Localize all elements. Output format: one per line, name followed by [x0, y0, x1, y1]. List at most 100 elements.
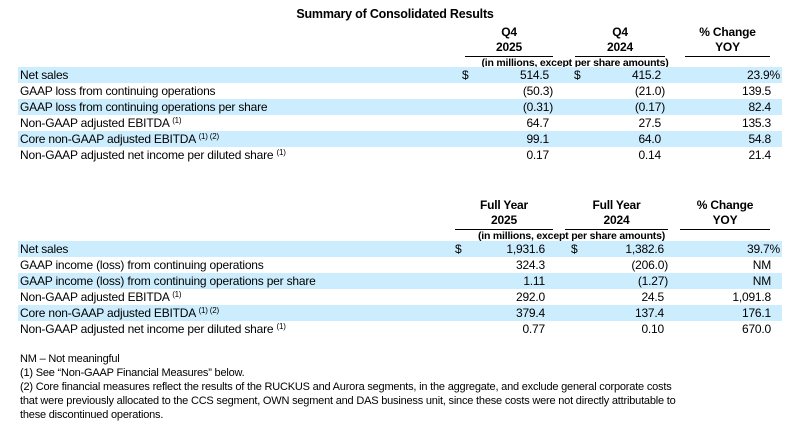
- value-c1: 514.5: [519, 68, 549, 82]
- value-c1: 292.0: [515, 290, 545, 304]
- value-c1: 64.7: [526, 116, 549, 130]
- column-header: Full Year 2024: [565, 198, 668, 228]
- table-row: Non-GAAP adjusted net income per diluted…: [18, 321, 782, 337]
- row-label-group: Core non-GAAP adjusted EBITDA (1) (2): [20, 131, 219, 147]
- row-label: Non-GAAP adjusted EBITDA: [20, 290, 170, 304]
- column-header: % Change YOY: [680, 198, 770, 228]
- value-c2: 415.2: [631, 68, 661, 82]
- row-label: Core non-GAAP adjusted EBITDA: [20, 306, 196, 320]
- value-c1: (50.3): [522, 84, 553, 98]
- row-label-group: Non-GAAP adjusted net income per diluted…: [20, 147, 286, 163]
- header-underline: [685, 56, 770, 57]
- value-c1: 99.1: [526, 132, 549, 146]
- footnote-ref: (1): [172, 116, 182, 125]
- table-row: GAAP income (loss) from continuing opera…: [18, 273, 782, 289]
- units-note: (in millions, except per share amounts): [477, 230, 666, 242]
- table-row: Core non-GAAP adjusted EBITDA (1) (2) 99.…: [18, 131, 782, 147]
- header-line-1: Full Year: [479, 198, 528, 212]
- value-c3: 23.9%: [746, 68, 780, 82]
- value-c1: 0.77: [522, 322, 545, 336]
- header-line-1: % Change: [696, 198, 754, 212]
- footnote-line: (1) See “Non-GAAP Financial Measures” be…: [20, 367, 245, 379]
- header-line-2: YOY: [715, 40, 740, 54]
- value-c2: (1.27): [637, 274, 668, 288]
- units-note: (in millions, except per share amounts): [481, 57, 669, 69]
- value-c3: 139.5: [741, 84, 771, 98]
- value-c3: 176.1: [741, 306, 771, 320]
- table-row: Net sales $ $514.5 415.2 23.9%: [18, 67, 782, 83]
- value-c2: (0.17): [634, 100, 665, 114]
- value-c1: 1,931.6: [506, 242, 545, 256]
- value-c1: 379.4: [515, 306, 545, 320]
- row-label: GAAP income (loss) from continuing opera…: [20, 274, 316, 288]
- value-c3: 82.4: [748, 100, 771, 114]
- value-c3: 39.7%: [746, 242, 780, 256]
- value-c1: 0.17: [526, 148, 549, 162]
- value-c2: (21.0): [634, 84, 665, 98]
- footnote-line: these discontinued operations.: [20, 409, 164, 421]
- table-row: GAAP loss from continuing operations per…: [18, 99, 782, 115]
- row-label: Net sales: [20, 68, 69, 82]
- footnote-ref: (1): [276, 322, 286, 331]
- row-label: GAAP loss from continuing operations per…: [20, 100, 268, 114]
- footnote-line: NM – Not meaningful: [20, 353, 120, 365]
- footnote-ref: (1): [172, 290, 182, 299]
- currency-symbol: $: [462, 68, 469, 82]
- footnote-ref: (1): [276, 148, 286, 157]
- currency-symbol: $: [571, 242, 578, 256]
- value-c2: (206.0): [631, 258, 668, 272]
- row-label-group: Non-GAAP adjusted EBITDA (1): [20, 289, 182, 305]
- currency-symbol: $: [455, 242, 462, 256]
- value-c1: (0.31): [522, 100, 553, 114]
- value-c2: 24.5: [641, 290, 664, 304]
- row-label: GAAP income (loss) from continuing opera…: [20, 258, 264, 272]
- table-row: GAAP income (loss) from continuing opera…: [18, 257, 782, 273]
- header-line-1: Full Year: [592, 198, 641, 212]
- value-c3: 54.8: [748, 132, 771, 146]
- header-line-1: Q4: [612, 25, 628, 39]
- value-c2: 27.5: [638, 116, 661, 130]
- page-title: Summary of Consolidated Results: [296, 7, 494, 21]
- header-line-2: 2024: [603, 213, 630, 227]
- footnote-ref: (1) (2): [198, 132, 220, 141]
- header-line-2: 2025: [496, 40, 522, 54]
- value-c3: 670.0: [741, 322, 771, 336]
- footnote-line: (2) Core financial measures reflect the …: [20, 381, 672, 393]
- value-c1: 1.11: [523, 274, 545, 288]
- table-row: Non-GAAP adjusted EBITDA (1) 292.0 24.5 1,0…: [18, 289, 782, 305]
- column-header: Q4 2025: [465, 25, 553, 55]
- header-underline: [465, 56, 553, 57]
- header-underline: [455, 229, 553, 230]
- value-c2: 64.0: [638, 132, 661, 146]
- row-label-group: Non-GAAP adjusted EBITDA (1): [20, 115, 182, 131]
- column-header: Q4 2024: [575, 25, 665, 55]
- header-line-1: Q4: [501, 25, 517, 39]
- row-label: Non-GAAP adjusted net income per diluted…: [20, 322, 274, 336]
- header-line-1: % Change: [699, 25, 756, 39]
- header-line-2: 2025: [491, 213, 517, 227]
- value-c3: NM: [752, 274, 771, 288]
- value-c2: 1,382.6: [625, 242, 664, 256]
- table-row: Non-GAAP adjusted net income per diluted…: [18, 147, 782, 163]
- row-label: GAAP loss from continuing operations: [20, 84, 216, 98]
- value-c3: 135.3: [741, 116, 771, 130]
- footnote-ref: (1) (2): [198, 306, 220, 315]
- table-row: Non-GAAP adjusted EBITDA (1) 64.7 27.5 135.…: [18, 115, 782, 131]
- table-row: Core non-GAAP adjusted EBITDA (1) (2) 379…: [18, 305, 782, 321]
- value-c2: 0.14: [638, 148, 661, 162]
- row-label: Non-GAAP adjusted EBITDA: [20, 116, 170, 130]
- value-c2: 137.4: [634, 306, 664, 320]
- row-label-group: Core non-GAAP adjusted EBITDA (1) (2): [20, 305, 219, 321]
- header-line-2: YOY: [712, 213, 738, 227]
- value-c1: 324.3: [515, 258, 545, 272]
- header-underline: [680, 229, 770, 230]
- row-label-group: Non-GAAP adjusted net income per diluted…: [20, 321, 286, 337]
- column-header: Full Year 2025: [455, 198, 553, 228]
- currency-symbol: $: [574, 68, 581, 82]
- table-row: GAAP loss from continuing operations (50.…: [18, 83, 782, 99]
- header-underline: [565, 229, 668, 230]
- value-c2: 0.10: [641, 322, 664, 336]
- table-row: Net sales $ $1,931.6 1,382.6 39.7%: [18, 241, 782, 257]
- header-underline: [575, 56, 665, 57]
